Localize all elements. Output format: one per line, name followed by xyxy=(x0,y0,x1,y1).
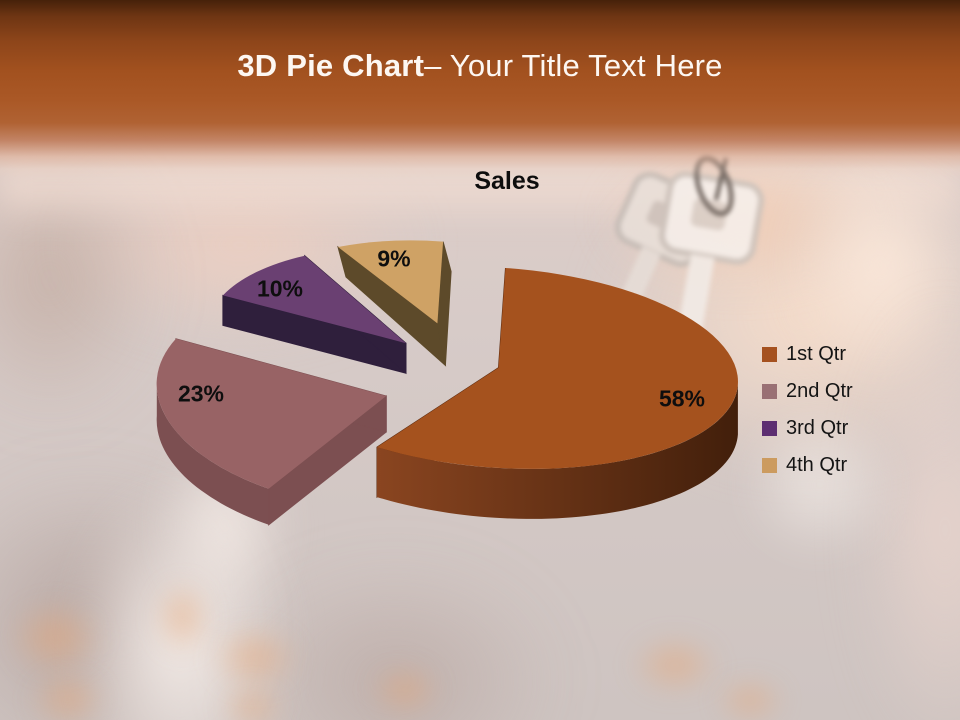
legend-label: 4th Qtr xyxy=(786,454,848,476)
pie-percent-label-3rd-qtr: 10% xyxy=(256,275,304,302)
chart-title[interactable]: Sales xyxy=(474,167,540,195)
pie-slice-group-2nd-qtr xyxy=(156,338,387,526)
legend-swatch xyxy=(762,384,777,399)
pie-slice-rim xyxy=(156,379,269,525)
slide-title-bold: 3D Pie Chart xyxy=(237,48,425,83)
pie-slice-4th-qtr[interactable] xyxy=(338,240,444,324)
slide-title-rest: – Your Title Text Here xyxy=(424,48,723,83)
legend-swatch xyxy=(762,421,777,436)
photo-orange-spot xyxy=(155,580,210,655)
pie-percent-label-4th-qtr: 9% xyxy=(377,245,411,272)
legend-label: 2nd Qtr xyxy=(786,380,853,402)
pie-slice-3rd-qtr[interactable] xyxy=(222,255,406,344)
pie-slice-group-4th-qtr xyxy=(337,240,452,367)
legend-item-1st-qtr[interactable]: 1st Qtr xyxy=(762,336,853,373)
photo-orange-spot xyxy=(8,600,103,675)
photo-orange-spot xyxy=(210,625,300,690)
pie-slice-2nd-qtr[interactable] xyxy=(156,338,387,489)
pie-percent-label-2nd-qtr: 23% xyxy=(177,380,225,407)
legend-label: 3rd Qtr xyxy=(786,417,849,439)
legend-item-2nd-qtr[interactable]: 2nd Qtr xyxy=(762,373,853,410)
pie-slice-group-1st-qtr xyxy=(376,267,738,519)
pie-slice-group-3rd-qtr xyxy=(222,254,407,375)
legend-swatch xyxy=(762,458,777,473)
pie-slice-rim xyxy=(377,384,738,519)
photo-orange-spot xyxy=(370,665,440,715)
legend-label: 1st Qtr xyxy=(786,343,847,365)
legend-swatch xyxy=(762,347,777,362)
photo-orange-spot xyxy=(715,678,785,720)
legend-item-4th-qtr[interactable]: 4th Qtr xyxy=(762,447,853,484)
photo-orange-spot xyxy=(630,635,720,695)
pie-percent-label-1st-qtr: 58% xyxy=(658,385,706,412)
photo-orange-spot xyxy=(220,685,285,720)
legend-item-3rd-qtr[interactable]: 3rd Qtr xyxy=(762,410,853,447)
slide-title[interactable]: 3D Pie Chart– Your Title Text Here xyxy=(0,48,960,84)
chart-legend[interactable]: 1st Qtr 2nd Qtr 3rd Qtr 4th Qtr xyxy=(762,336,853,484)
pie-slice-1st-qtr[interactable] xyxy=(377,268,738,469)
photo-orange-spot xyxy=(30,672,105,720)
header-banner: 3D Pie Chart– Your Title Text Here xyxy=(0,0,960,178)
